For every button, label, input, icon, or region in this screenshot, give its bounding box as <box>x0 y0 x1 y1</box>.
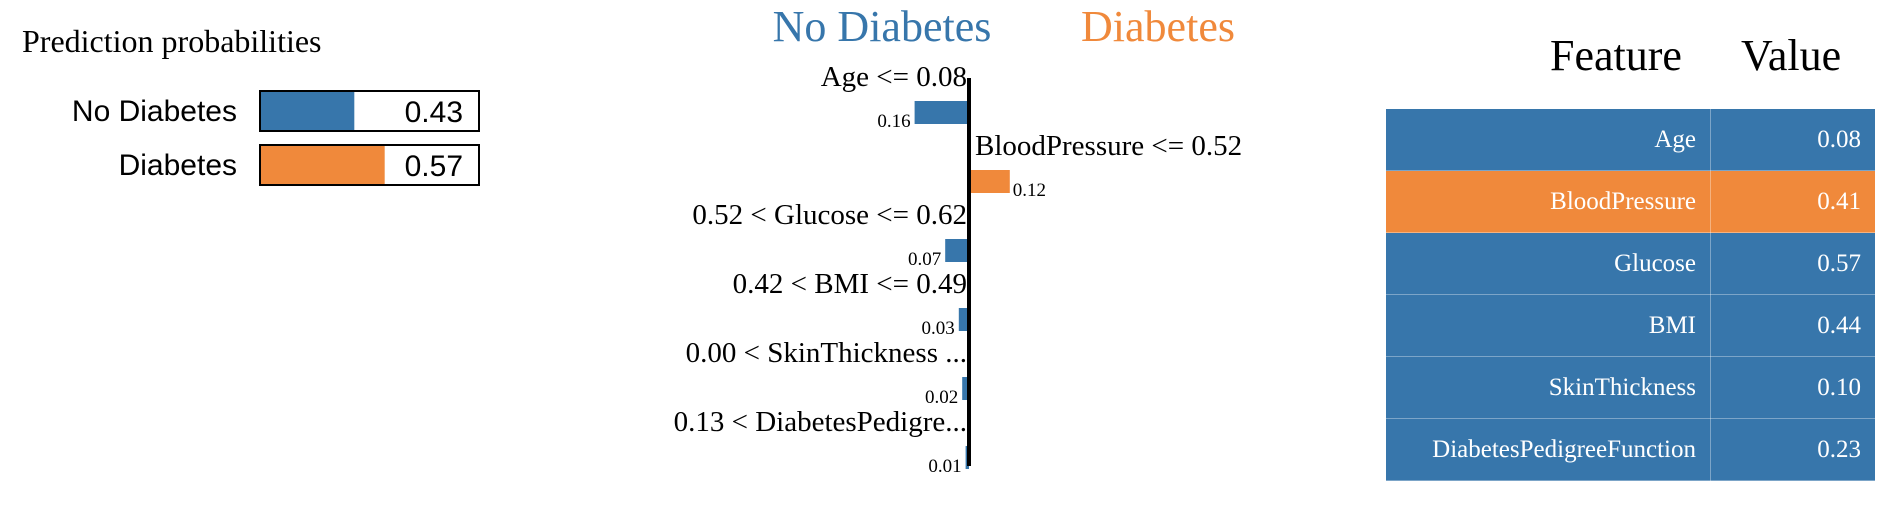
explanation-bar <box>914 101 969 124</box>
explanation-bars: Age <= 0.08 0.16 BloodPressure <= 0.52 0.12… <box>674 61 1243 477</box>
explanation-value-label: 0.12 <box>1013 180 1046 201</box>
explanation-feature-label: 0.00 < SkinThickness ... <box>686 337 967 369</box>
explanation-bar <box>958 308 969 331</box>
explanation-bar <box>962 377 969 400</box>
explanation-bar <box>945 239 969 262</box>
explanation-chart: No Diabetes Diabetes Age <= 0.08 0.16 Bloo… <box>674 2 1243 477</box>
explanation-value-label: 0.16 <box>877 111 910 132</box>
pp-bar <box>261 92 355 130</box>
feature-name-cell: Age <box>1386 109 1711 171</box>
pp-label: No Diabetes <box>72 95 237 128</box>
value-column-header: Value <box>1741 31 1842 80</box>
feature-value-cell: 0.41 <box>1710 170 1875 233</box>
feature-value-cell: 0.44 <box>1710 294 1875 357</box>
explanation-value-label: 0.03 <box>922 318 955 339</box>
feature-value-cell: 0.23 <box>1710 418 1875 481</box>
positive-class-label: Diabetes <box>1081 2 1235 51</box>
prediction-probabilities-chart: Prediction probabilities No Diabetes 0.43… <box>22 23 480 186</box>
pp-rows: No Diabetes 0.43 Diabetes 0.57 <box>72 90 480 186</box>
feature-name-cell: BloodPressure <box>1386 170 1711 233</box>
explanation-feature-label: 0.42 < BMI <= 0.49 <box>733 268 967 300</box>
feature-value-row: Age 0.08 <box>1386 109 1875 171</box>
explanation-panel: No Diabetes Diabetes Age <= 0.08 0.16 Bloo… <box>600 0 1360 506</box>
feature-value-table: Age 0.08 BloodPressure 0.41 Glucose 0.57 BMI 0.… <box>1386 109 1875 481</box>
pp-label: Diabetes <box>119 149 237 182</box>
prediction-probabilities-panel: Prediction probabilities No Diabetes 0.43… <box>0 0 560 506</box>
feature-value-row: Glucose 0.57 <box>1386 232 1875 295</box>
feature-value-row: SkinThickness 0.10 <box>1386 356 1875 419</box>
feature-value-row: BMI 0.44 <box>1386 294 1875 357</box>
feature-value-cell: 0.08 <box>1710 109 1875 171</box>
explanation-bar <box>969 170 1010 193</box>
feature-name-cell: SkinThickness <box>1386 356 1711 419</box>
feature-name-cell: DiabetesPedigreeFunction <box>1386 418 1711 481</box>
feature-value-row: DiabetesPedigreeFunction 0.23 <box>1386 418 1875 481</box>
feature-value-cell: 0.10 <box>1710 356 1875 419</box>
feature-column-header: Feature <box>1550 31 1682 80</box>
feature-name-cell: Glucose <box>1386 232 1711 295</box>
explanation-feature-label: Age <= 0.08 <box>821 61 967 93</box>
pp-title: Prediction probabilities <box>22 23 322 59</box>
pp-bar <box>261 146 385 184</box>
feature-value-panel: Feature Value Age 0.08 BloodPressure 0.41 Gl… <box>1380 0 1892 506</box>
feature-value-cell: 0.57 <box>1710 232 1875 295</box>
feature-value-table-body: Age 0.08 BloodPressure 0.41 Glucose 0.57 BMI 0.… <box>1386 109 1875 481</box>
explanation-value-label: 0.07 <box>908 249 941 270</box>
pp-value-label: 0.43 <box>405 96 463 129</box>
explanation-value-label: 0.01 <box>928 456 961 477</box>
explanation-value-label: 0.02 <box>925 387 958 408</box>
feature-name-cell: BMI <box>1386 294 1711 357</box>
explanation-feature-label: BloodPressure <= 0.52 <box>975 130 1242 162</box>
pp-value-label: 0.57 <box>405 150 463 183</box>
negative-class-label: No Diabetes <box>773 2 992 51</box>
explanation-feature-label: 0.52 < Glucose <= 0.62 <box>692 199 967 231</box>
feature-value-row: BloodPressure 0.41 <box>1386 170 1875 233</box>
explanation-feature-label: 0.13 < DiabetesPedigre... <box>674 406 967 438</box>
